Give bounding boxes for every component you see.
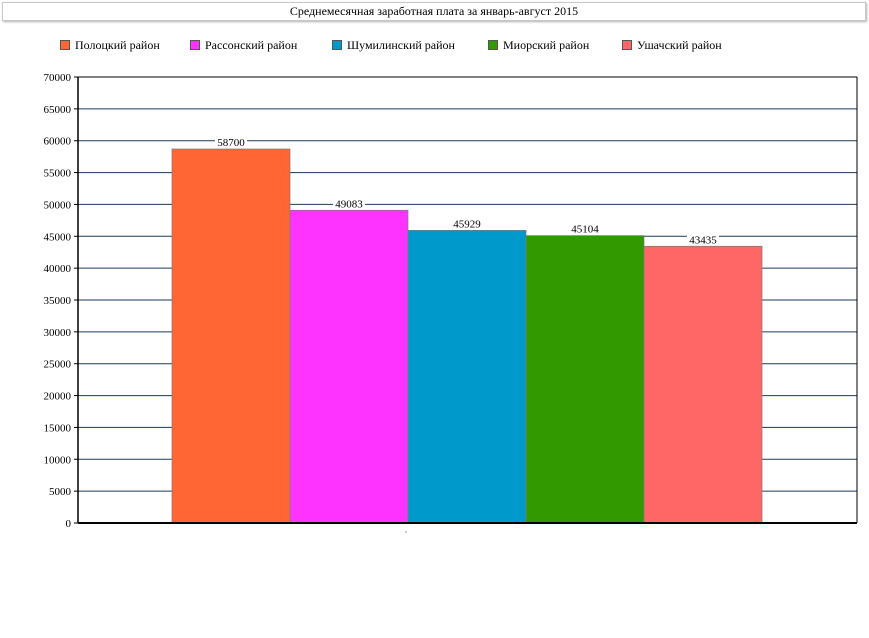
y-tick-label: 55000 <box>44 168 72 180</box>
y-tick-label: 65000 <box>44 104 72 116</box>
legend-swatch-miory <box>488 40 498 50</box>
bar-4 <box>525 235 645 524</box>
legend-label-shumilino: Шумилинский район <box>347 37 455 52</box>
legend-label-miory: Миорский район <box>503 37 590 52</box>
data-label-2: 49083 <box>335 198 363 210</box>
y-tick-label: 20000 <box>44 391 72 403</box>
data-label-bg <box>215 136 247 148</box>
y-tick-label: 35000 <box>44 295 72 307</box>
legend-label-rossony: Рассонский район <box>205 37 298 52</box>
data-label-bg <box>333 198 365 210</box>
y-tick-label: 25000 <box>44 359 72 371</box>
legend-label-polotsk: Полоцкий район <box>75 37 160 52</box>
legend-item-rossony: Рассонский район <box>190 37 297 53</box>
y-tick-label: 30000 <box>44 327 72 339</box>
legend-item-miory: Миорский район <box>488 37 589 53</box>
chart-title: Среднемесячная заработная плата за январ… <box>2 2 866 21</box>
legend-item-shumilino: Шумилинский район <box>332 37 455 53</box>
y-tick-label: 45000 <box>44 231 72 243</box>
legend-swatch-shumilino <box>332 40 342 50</box>
legend-swatch-polotsk <box>60 40 70 50</box>
bar-3 <box>407 230 527 524</box>
y-tick-label: 5000 <box>49 486 72 498</box>
data-label-1: 58700 <box>217 137 245 149</box>
y-tick-label: 60000 <box>44 136 72 148</box>
legend-item-polotsk: Полоцкий район <box>60 37 160 53</box>
data-label-5: 43435 <box>689 234 717 246</box>
y-tick-label: 0 <box>66 518 72 530</box>
legend-swatch-ushachi <box>622 40 632 50</box>
y-tick-label: 40000 <box>44 263 72 275</box>
bar-2 <box>289 209 409 524</box>
data-label-bg <box>569 223 601 235</box>
legend-label-ushachi: Ушачский район <box>637 37 722 52</box>
data-label-bg <box>687 234 719 246</box>
bar-1 <box>171 148 291 524</box>
bar-5 <box>643 245 763 524</box>
y-tick-label: 70000 <box>44 72 72 84</box>
y-tick-label: 15000 <box>44 422 72 434</box>
legend-item-ushachi: Ушачский район <box>622 37 722 53</box>
legend-swatch-rossony <box>190 40 200 50</box>
data-label-3: 45929 <box>453 218 481 230</box>
y-tick-label: 10000 <box>44 454 72 466</box>
y-tick-label: 50000 <box>44 199 72 211</box>
data-label-bg <box>451 218 483 230</box>
data-label-4: 45104 <box>571 224 599 236</box>
